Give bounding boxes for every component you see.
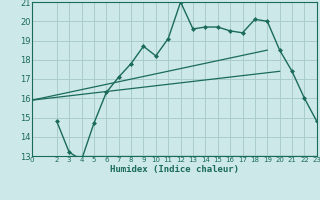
X-axis label: Humidex (Indice chaleur): Humidex (Indice chaleur) bbox=[110, 165, 239, 174]
